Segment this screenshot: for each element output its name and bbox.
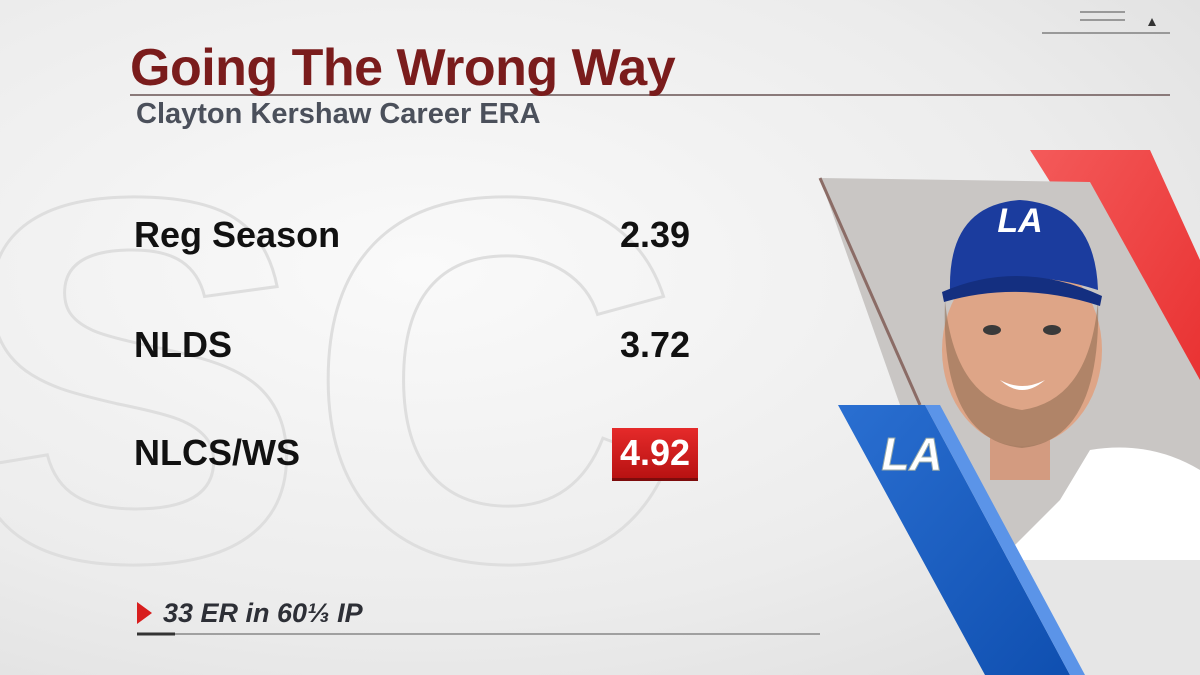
jersey [1000, 447, 1200, 560]
watermark: SC [0, 90, 682, 671]
footnote-marker [137, 602, 152, 624]
cap [949, 200, 1098, 290]
row-label: NLCS/WS [134, 432, 300, 473]
blue-stripe-edge [925, 405, 1085, 675]
subtitle: Clayton Kershaw Career ERA [136, 98, 541, 130]
panel-edge [818, 177, 922, 406]
menu-arrow [1148, 18, 1156, 26]
row-value: 4.92 [612, 428, 699, 481]
cap-logo: LA [997, 202, 1042, 240]
eye [983, 325, 1001, 335]
smile [1000, 380, 1045, 390]
row-value: 2.39 [620, 214, 691, 255]
row-label: NLDS [134, 324, 232, 365]
lower-panel [1030, 548, 1200, 675]
title: Going The Wrong Way [130, 39, 676, 97]
row-value: 3.72 [620, 324, 691, 365]
stripe-logo: LA [881, 428, 942, 480]
row-label: Reg Season [134, 214, 341, 255]
eye [1043, 325, 1061, 335]
footnote: 33 ER in 60⅓ IP [163, 598, 363, 628]
beard [944, 300, 1099, 448]
blue-stripe [838, 405, 1070, 675]
cap-brim [942, 275, 1102, 306]
